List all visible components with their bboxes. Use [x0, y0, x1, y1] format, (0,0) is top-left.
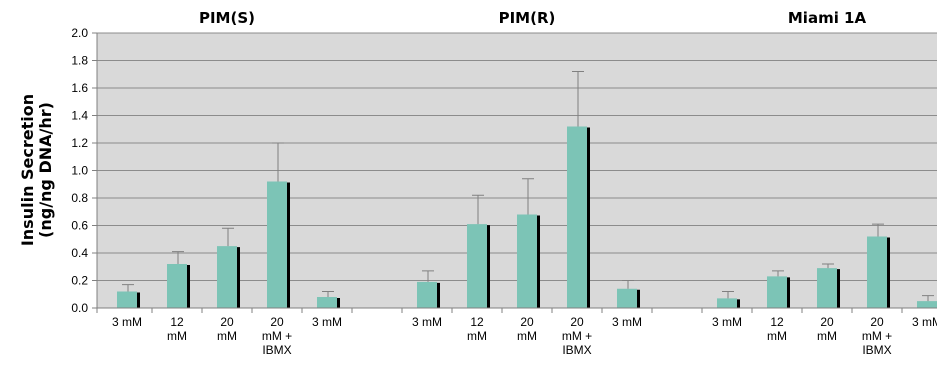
- x-tick-label-line: mM +: [562, 329, 592, 343]
- bar: [817, 268, 837, 308]
- bar: [717, 298, 737, 308]
- x-tick-label-line: mM: [167, 329, 187, 343]
- x-tick-label: 20 mM + IBMX: [862, 315, 892, 357]
- bar: [117, 291, 137, 308]
- x-tick-label: 20 mM: [817, 315, 837, 343]
- bar: [517, 214, 537, 308]
- panel-title: PIM(R): [499, 9, 556, 27]
- x-tick-label: 20 mM: [217, 315, 237, 343]
- x-tick-label-line: mM +: [862, 329, 892, 343]
- x-tick-label-line: 20: [220, 315, 234, 329]
- x-tick-label: 12 mM: [167, 315, 187, 343]
- y-tick-label: 0.4: [71, 246, 88, 260]
- x-tick-label-line: 20: [570, 315, 584, 329]
- x-tick-label-line: 12: [470, 315, 484, 329]
- y-tick-label: 2.0: [71, 26, 88, 40]
- x-tick-label-line: 20: [270, 315, 284, 329]
- x-tick-label-line: IBMX: [862, 343, 891, 357]
- x-tick-label: 3 mM: [112, 315, 142, 329]
- panel-titles: PIM(S) PIM(R) Miami 1A: [199, 9, 867, 27]
- bar: [267, 181, 287, 308]
- panel-title: PIM(S): [199, 9, 255, 27]
- x-tick-label-line: 20: [520, 315, 534, 329]
- y-axis-label: Insulin Secretion (ng/ng DNA/hr): [18, 94, 55, 246]
- x-tick-label-line: mM: [217, 329, 237, 343]
- bar: [917, 301, 937, 308]
- x-tick-label-line: mM: [767, 329, 787, 343]
- panel-title: Miami 1A: [788, 9, 867, 27]
- x-tick-label: 3 mM: [412, 315, 442, 329]
- y-tick-label: 0.0: [71, 301, 88, 315]
- bar: [567, 126, 587, 308]
- bars: [117, 71, 937, 308]
- x-tick-label: 20 mM + IBMX: [562, 315, 592, 357]
- x-tick-label-line: 3 mM: [112, 315, 142, 329]
- bar: [867, 236, 887, 308]
- y-tick-label: 0.6: [71, 219, 88, 233]
- y-tick-label: 1.4: [71, 109, 88, 123]
- y-tick-label: 0.8: [71, 191, 88, 205]
- x-tick-label: 12 mM: [767, 315, 787, 343]
- y-axis-label-line-1: Insulin Secretion: [18, 94, 37, 246]
- bar: [167, 264, 187, 308]
- x-tick-label-line: 3 mM: [912, 315, 937, 329]
- y-axis-label-line-2: (ng/ng DNA/hr): [36, 102, 55, 238]
- y-tick-label: 0.2: [71, 274, 88, 288]
- x-tick-label: 20 mM + IBMX: [262, 315, 292, 357]
- y-tick-label: 1.6: [71, 81, 88, 95]
- bar: [767, 276, 787, 308]
- x-tick-label: 12 mM: [467, 315, 487, 343]
- x-tick-label: 3 mM: [712, 315, 742, 329]
- x-tick-label-line: 12: [770, 315, 784, 329]
- x-tick-label-line: 3 mM: [312, 315, 342, 329]
- bar: [417, 281, 437, 308]
- y-tick-label: 1.8: [71, 54, 88, 68]
- y-axis-ticks: 0.0 0.2 0.4 0.6 0.8 1.0 1.2 1.4 1.6 1.8 2.0: [71, 26, 98, 315]
- x-tick-label-line: IBMX: [562, 343, 591, 357]
- bar: [467, 224, 487, 308]
- bar: [317, 297, 337, 308]
- x-tick-label-line: mM: [817, 329, 837, 343]
- x-tick-label-line: IBMX: [262, 343, 291, 357]
- bar: [217, 246, 237, 308]
- x-tick-label-line: mM: [467, 329, 487, 343]
- x-tick-label-line: 20: [820, 315, 834, 329]
- x-tick-label: 20 mM: [517, 315, 537, 343]
- x-tick-label-line: mM: [517, 329, 537, 343]
- x-tick-label-line: 3 mM: [612, 315, 642, 329]
- y-tick-label: 1.0: [71, 164, 88, 178]
- x-tick-label-line: 20: [870, 315, 884, 329]
- x-tick-label: 3 mM: [312, 315, 342, 329]
- x-tick-label-line: 3 mM: [412, 315, 442, 329]
- y-tick-label: 1.2: [71, 136, 88, 150]
- x-tick-label: 3 mM: [612, 315, 642, 329]
- x-tick-label-line: mM +: [262, 329, 292, 343]
- x-tick-label: 3 mM: [912, 315, 937, 329]
- x-tick-label-line: 12: [170, 315, 184, 329]
- bar: [617, 288, 637, 308]
- x-tick-label-line: 3 mM: [712, 315, 742, 329]
